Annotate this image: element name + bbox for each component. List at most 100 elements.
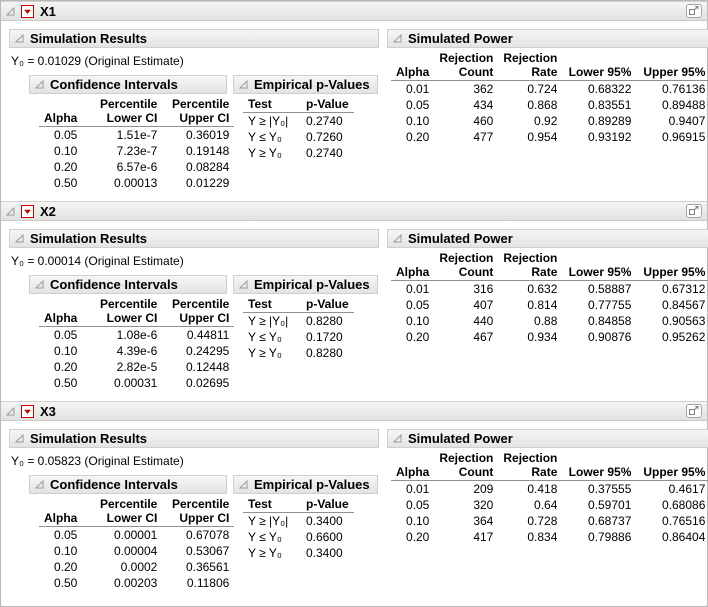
red-triangle-menu-icon[interactable] xyxy=(21,4,34,18)
table-cell: 0.01 xyxy=(405,282,430,296)
table-cell: 0.05 xyxy=(53,328,78,342)
table-cell: 440 xyxy=(473,314,494,328)
table-cell: 0.08284 xyxy=(185,160,230,174)
empirical-pvalues-header[interactable]: Empirical p-Values xyxy=(233,75,378,94)
table-cell: 0.01 xyxy=(405,482,430,496)
table-cell: 362 xyxy=(473,82,494,96)
disclosure-triangle-icon[interactable] xyxy=(393,34,402,43)
table-row: 0.50 0.00203 0.11806 xyxy=(39,575,234,591)
table-cell: 0.632 xyxy=(527,282,558,296)
column-header: Test xyxy=(243,297,301,313)
disclosure-triangle-icon[interactable] xyxy=(15,34,24,43)
popout-window-icon[interactable] xyxy=(686,404,702,418)
disclosure-triangle-icon[interactable] xyxy=(15,234,24,243)
table-cell: 0.8280 xyxy=(306,346,343,360)
confidence-intervals-header[interactable]: Confidence Intervals xyxy=(29,475,227,494)
section-header[interactable]: X3 xyxy=(1,401,707,421)
popout-window-icon[interactable] xyxy=(686,4,702,18)
table-cell: 0.89289 xyxy=(587,114,632,128)
simulation-results-header[interactable]: Simulation Results xyxy=(9,29,379,48)
table-cell: 434 xyxy=(473,98,494,112)
table-row: 0.20 2.82e-5 0.12448 xyxy=(39,359,234,375)
disclosure-triangle-icon[interactable] xyxy=(35,80,44,89)
table-header-row: Test p-Value xyxy=(243,497,354,513)
table-row: Y ≥ |Y₀| 0.3400 xyxy=(243,513,354,530)
table-cell: 0.59701 xyxy=(587,498,632,512)
disclosure-triangle-icon[interactable] xyxy=(239,80,248,89)
simulated-power-header[interactable]: Simulated Power xyxy=(387,29,708,48)
simulation-results-header[interactable]: Simulation Results xyxy=(9,229,379,248)
popout-window-icon[interactable] xyxy=(686,204,702,218)
table-cell: 0.88 xyxy=(534,314,558,328)
table-cell: 1.08e-6 xyxy=(116,328,158,342)
table-cell: 0.814 xyxy=(527,298,558,312)
simulated-power-header[interactable]: Simulated Power xyxy=(387,429,708,448)
table-cell: 0.724 xyxy=(527,82,558,96)
table-row: 0.10 460 0.92 0.89289 0.9407 xyxy=(391,113,708,129)
disclosure-triangle-icon[interactable] xyxy=(239,280,248,289)
disclosure-triangle-icon[interactable] xyxy=(6,6,15,16)
table-cell: 460 xyxy=(473,114,494,128)
disclosure-triangle-icon[interactable] xyxy=(15,434,24,443)
table-cell: 0.00004 xyxy=(113,544,158,558)
confidence-intervals-header[interactable]: Confidence Intervals xyxy=(29,75,227,94)
table-cell: 0.79886 xyxy=(587,530,632,544)
simulation-results-header[interactable]: Simulation Results xyxy=(9,429,379,448)
column-header: Lower 95% xyxy=(562,51,637,81)
table-cell: 0.20 xyxy=(53,160,78,174)
empirical-pvalues-panel: Empirical p-Values Test p-Value Y ≥ |Y₀|… xyxy=(233,475,378,561)
table-cell: 0.92 xyxy=(534,114,558,128)
table-cell: 0.68737 xyxy=(587,514,632,528)
table-cell: 0.05 xyxy=(405,498,430,512)
disclosure-triangle-icon[interactable] xyxy=(393,434,402,443)
panel-title: Simulation Results xyxy=(30,431,148,446)
empirical-pvalues-table: Test p-Value Y ≥ |Y₀| 0.3400 Y ≤ Y₀ 0.6600 Y… xyxy=(243,497,354,561)
empirical-pvalues-panel: Empirical p-Values Test p-Value Y ≥ |Y₀|… xyxy=(233,75,378,161)
column-header: Rejection Count xyxy=(434,451,499,481)
table-cell: 4.39e-6 xyxy=(116,344,158,358)
empirical-pvalues-header[interactable]: Empirical p-Values xyxy=(233,475,378,494)
table-cell: 0.44811 xyxy=(186,328,230,342)
table-header-row: Alpha Percentile Lower CI Percentile Upp… xyxy=(39,297,235,327)
disclosure-triangle-icon[interactable] xyxy=(35,480,44,489)
disclosure-triangle-icon[interactable] xyxy=(35,280,44,289)
table-cell: 0.3400 xyxy=(306,546,343,560)
table-row: Y ≤ Y₀ 0.1720 xyxy=(243,329,354,345)
disclosure-triangle-icon[interactable] xyxy=(6,206,15,216)
simulated-power-table: Alpha Rejection Count Rejection Rate Low… xyxy=(391,51,708,145)
column-header: Upper 95% xyxy=(636,251,708,281)
column-header: Lower 95% xyxy=(562,451,637,481)
table-row: 0.20 417 0.834 0.79886 0.86404 xyxy=(391,529,708,545)
confidence-intervals-header[interactable]: Confidence Intervals xyxy=(29,275,227,294)
table-cell: 0.10 xyxy=(53,544,78,558)
original-estimate-text: Y₀ = 0.05823 (Original Estimate) xyxy=(11,454,184,468)
table-header-row: Alpha Rejection Count Rejection Rate Low… xyxy=(391,51,708,81)
disclosure-triangle-icon[interactable] xyxy=(239,480,248,489)
confidence-intervals-table: Alpha Percentile Lower CI Percentile Upp… xyxy=(39,497,235,591)
table-cell: 0.20 xyxy=(405,130,430,144)
table-cell: 467 xyxy=(473,330,494,344)
simulated-power-header[interactable]: Simulated Power xyxy=(387,229,708,248)
report-section-x2: X2 Simulation Results Y₀ = 0.00014 (Orig… xyxy=(1,201,708,399)
section-header[interactable]: X1 xyxy=(1,1,707,21)
column-header: Test xyxy=(243,97,301,113)
empirical-pvalues-table: Test p-Value Y ≥ |Y₀| 0.2740 Y ≤ Y₀ 0.7260 Y… xyxy=(243,97,354,161)
empirical-pvalues-header[interactable]: Empirical p-Values xyxy=(233,275,378,294)
table-cell: 0.36019 xyxy=(185,128,230,142)
red-triangle-menu-icon[interactable] xyxy=(21,204,34,218)
table-cell: 0.9407 xyxy=(668,114,706,128)
table-cell: 364 xyxy=(473,514,494,528)
disclosure-triangle-icon[interactable] xyxy=(6,406,15,416)
table-cell: 7.23e-7 xyxy=(116,144,158,158)
table-cell: 0.89488 xyxy=(661,98,706,112)
table-cell: 0.93192 xyxy=(587,130,632,144)
disclosure-triangle-icon[interactable] xyxy=(393,234,402,243)
table-cell: 0.1720 xyxy=(306,330,343,344)
table-cell: 209 xyxy=(473,482,494,496)
table-cell: 0.12448 xyxy=(185,360,230,374)
red-triangle-menu-icon[interactable] xyxy=(21,404,34,418)
section-header[interactable]: X2 xyxy=(1,201,707,221)
table-header-row: Alpha Rejection Count Rejection Rate Low… xyxy=(391,251,708,281)
column-header: Upper 95% xyxy=(636,451,708,481)
table-cell: 0.3400 xyxy=(306,514,343,528)
